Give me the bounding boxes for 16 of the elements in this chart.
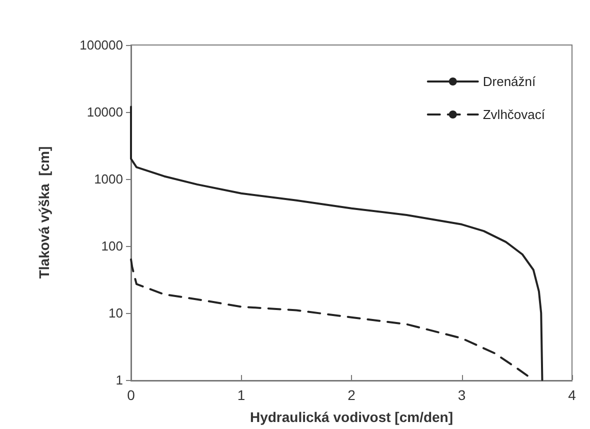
- y-tick-label: 10000: [86, 104, 123, 120]
- y-tick-label: 100000: [80, 38, 123, 52]
- y-tick-label: 1000: [94, 172, 123, 186]
- y-axis-title: Tlaková výška [cm]: [36, 146, 52, 279]
- x-tick-label: 1: [237, 387, 246, 403]
- line-series: [130, 106, 544, 381]
- x-axis-title: Hydraulická vodivost [cm/den]: [250, 409, 454, 425]
- y-tick-label: 10: [108, 306, 123, 320]
- y-tick-label: 100: [101, 238, 123, 254]
- legend-label: Zvlhčovací: [482, 107, 546, 122]
- x-tick-label: 3: [458, 387, 466, 403]
- x-tick-label: 0: [127, 387, 136, 403]
- x-tick-label: 2: [348, 387, 356, 403]
- legend-label: Drenážní: [482, 74, 536, 89]
- y-tick-label: 1: [116, 372, 123, 388]
- x-tick-label: 4: [568, 387, 576, 403]
